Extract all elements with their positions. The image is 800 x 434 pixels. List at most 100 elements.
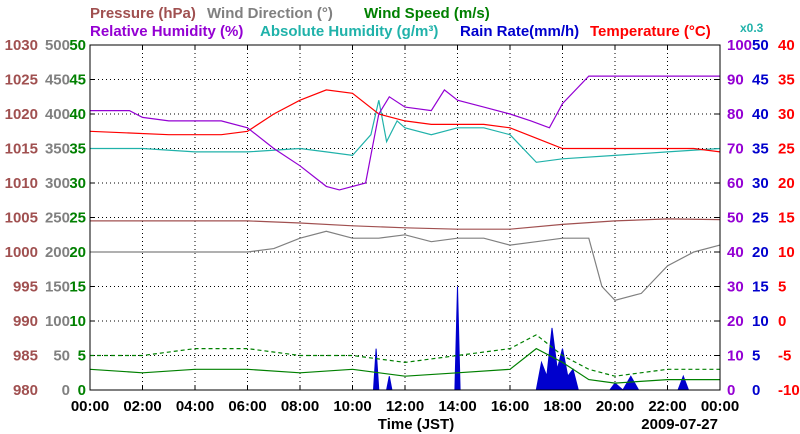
y-tick-label-pressure: 1010 — [5, 175, 38, 192]
x-tick-label: 16:00 — [491, 398, 529, 415]
series-relative-humidity-line — [90, 75, 720, 191]
y-tick-label-wind-speed: 15 — [69, 279, 86, 296]
legend-pressure: Pressure (hPa) — [90, 5, 196, 22]
y-tick-label-temperature: 40 — [778, 37, 795, 54]
legend-rain-rate: Rain Rate(mm/h) — [460, 23, 579, 40]
y-tick-label-temperature: -5 — [778, 348, 791, 365]
x-tick-label: 18:00 — [543, 398, 581, 415]
y-tick-label-relative-humidity: 30 — [727, 279, 744, 296]
y-tick-label-relative-humidity: 90 — [727, 72, 744, 89]
y-tick-label-wind-direction: 400 — [45, 106, 70, 123]
y-tick-label-absolute-humidity-rain: 50 — [752, 37, 769, 54]
y-tick-label-wind-speed: 5 — [78, 348, 86, 365]
y-tick-label-relative-humidity: 100 — [727, 37, 752, 54]
series-wind-direction-line — [90, 230, 721, 301]
x-axis-label: Time (JST) — [378, 416, 454, 433]
y-tick-label-absolute-humidity-rain: 25 — [752, 210, 769, 227]
y-tick-label-wind-direction: 300 — [45, 175, 70, 192]
legend-row-2: Relative Humidity (%) Absolute Humidity … — [90, 21, 764, 40]
y-tick-label-wind-direction: 0 — [62, 382, 70, 399]
x-tick-label: 04:00 — [176, 398, 214, 415]
scale-note: x0.3 — [740, 21, 764, 35]
y-tick-label-relative-humidity: 20 — [727, 313, 744, 330]
y-tick-label-absolute-humidity-rain: 35 — [752, 141, 769, 158]
x-tick-label: 10:00 — [333, 398, 371, 415]
y-tick-label-temperature: 35 — [778, 72, 795, 89]
y-tick-label-temperature: 15 — [778, 210, 795, 227]
y-tick-label-temperature: 5 — [778, 279, 786, 296]
y-tick-label-absolute-humidity-rain: 5 — [752, 348, 760, 365]
x-tick-label: 06:00 — [228, 398, 266, 415]
y-tick-label-pressure: 1000 — [5, 244, 38, 261]
legend-absolute-humidity: Absolute Humidity (g/m³) — [260, 23, 438, 40]
axes: 00:00 02:00 04:00 06:00 08:00 10:00 12:00 14:00… — [5, 37, 800, 415]
y-tick-label-pressure: 1025 — [5, 72, 38, 89]
y-tick-label-absolute-humidity-rain: 0 — [752, 382, 760, 399]
y-tick-label-wind-speed: 0 — [78, 382, 86, 399]
y-tick-label-wind-speed: 25 — [69, 210, 86, 227]
series-temperature-line — [89, 89, 721, 153]
x-tick-label: 20:00 — [596, 398, 634, 415]
y-tick-label-wind-direction: 50 — [53, 348, 70, 365]
y-tick-label-wind-speed: 20 — [69, 244, 86, 261]
y-tick-label-relative-humidity: 10 — [727, 348, 744, 365]
y-tick-label-pressure: 990 — [13, 313, 38, 330]
x-tick-label: 00:00 — [71, 398, 109, 415]
y-tick-label-wind-speed: 10 — [69, 313, 86, 330]
y-tick-label-pressure: 1020 — [5, 106, 38, 123]
y-tick-label-pressure: 1015 — [5, 141, 38, 158]
y-tick-label-wind-direction: 200 — [45, 244, 70, 261]
legend-wind-direction: Wind Direction (°) — [207, 5, 333, 22]
y-tick-label-absolute-humidity-rain: 20 — [752, 244, 769, 261]
legend-relative-humidity: Relative Humidity (%) — [90, 23, 243, 40]
y-tick-label-temperature: 25 — [778, 141, 795, 158]
series-wind-speed-line — [89, 347, 720, 384]
y-tick-label-relative-humidity: 80 — [727, 106, 744, 123]
legend-wind-speed: Wind Speed (m/s) — [364, 5, 490, 22]
y-tick-label-relative-humidity: 40 — [727, 244, 744, 261]
y-tick-label-wind-speed: 35 — [69, 141, 86, 158]
y-tick-label-wind-direction: 250 — [45, 210, 70, 227]
series-absolute-humidity-line — [90, 100, 721, 163]
y-tick-label-wind-direction: 450 — [45, 72, 70, 89]
y-tick-label-absolute-humidity-rain: 10 — [752, 313, 769, 330]
y-tick-label-relative-humidity: 0 — [727, 382, 735, 399]
x-tick-label: 08:00 — [281, 398, 319, 415]
y-tick-label-absolute-humidity-rain: 30 — [752, 175, 769, 192]
y-tick-label-relative-humidity: 70 — [727, 141, 744, 158]
y-tick-label-wind-speed: 45 — [69, 72, 86, 89]
y-tick-label-pressure: 980 — [13, 382, 38, 399]
x-tick-label: 02:00 — [123, 398, 161, 415]
y-tick-label-pressure: 1005 — [5, 210, 38, 227]
y-tick-label-pressure: 985 — [13, 348, 38, 365]
y-tick-label-pressure: 1030 — [5, 37, 38, 54]
y-tick-label-relative-humidity: 60 — [727, 175, 744, 192]
y-tick-label-wind-direction: 150 — [45, 279, 70, 296]
y-tick-label-wind-direction: 500 — [45, 37, 70, 54]
legend-temperature: Temperature (°C) — [590, 23, 711, 40]
plot-area — [89, 75, 721, 391]
series-rain-rate-area — [372, 286, 690, 391]
y-tick-label-wind-speed: 30 — [69, 175, 86, 192]
y-tick-label-relative-humidity: 50 — [727, 210, 744, 227]
y-tick-label-temperature: -10 — [778, 382, 800, 399]
y-tick-label-wind-speed: 50 — [69, 37, 86, 54]
legend-row-1: Pressure (hPa) Wind Direction (°) Wind S… — [90, 5, 490, 22]
date-label: 2009-07-27 — [641, 416, 718, 433]
y-tick-label-temperature: 0 — [778, 313, 786, 330]
x-tick-label: 12:00 — [386, 398, 424, 415]
plot-frame — [89, 44, 721, 391]
y-tick-label-absolute-humidity-rain: 40 — [752, 106, 769, 123]
y-tick-label-wind-speed: 40 — [69, 106, 86, 123]
series-pressure-line — [90, 218, 721, 230]
y-tick-label-absolute-humidity-rain: 45 — [752, 72, 769, 89]
x-tick-label: 22:00 — [648, 398, 686, 415]
x-tick-label: 00:00 — [701, 398, 739, 415]
y-tick-label-pressure: 995 — [13, 279, 38, 296]
y-tick-label-temperature: 30 — [778, 106, 795, 123]
y-tick-label-absolute-humidity-rain: 15 — [752, 279, 769, 296]
grid — [90, 45, 720, 390]
y-tick-label-temperature: 20 — [778, 175, 795, 192]
y-tick-label-temperature: 10 — [778, 244, 795, 261]
